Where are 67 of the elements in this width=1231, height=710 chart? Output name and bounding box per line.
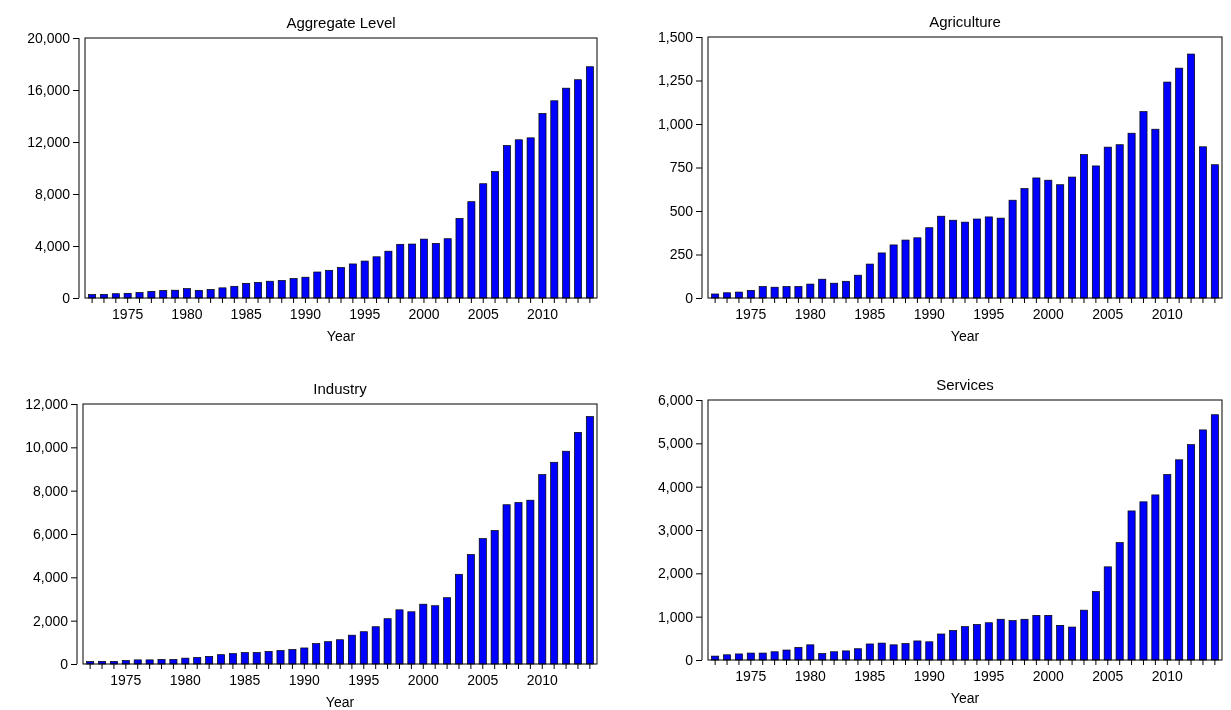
y-tick-label: 3,000 bbox=[657, 521, 694, 538]
x-tick-label: 1990 bbox=[913, 667, 946, 684]
x-tick-label: 1985 bbox=[230, 305, 262, 322]
x-tick-label: 1985 bbox=[854, 305, 886, 322]
x-tick-label: 1980 bbox=[171, 305, 203, 322]
chart-title: Services bbox=[936, 376, 994, 393]
x-tick-label: 1995 bbox=[349, 305, 381, 322]
y-tick-label: 5,000 bbox=[657, 435, 694, 452]
chart-title: Industry bbox=[313, 380, 368, 397]
x-tick-label: 2010 bbox=[1151, 305, 1184, 322]
y-tick-label: 6,000 bbox=[657, 391, 694, 408]
x-tick-label: 1995 bbox=[348, 671, 380, 688]
y-tick-label: 6,000 bbox=[32, 525, 69, 542]
y-tick-label: 0 bbox=[685, 289, 694, 306]
x-tick-label: 2000 bbox=[1032, 667, 1065, 684]
y-tick-label: 500 bbox=[669, 202, 694, 219]
chart-title: Agriculture bbox=[929, 13, 1001, 30]
chart-title: Aggregate Level bbox=[286, 14, 396, 31]
x-axis-title: Year bbox=[326, 328, 356, 344]
x-tick-label: 1990 bbox=[289, 305, 322, 322]
x-tick-label: 1995 bbox=[973, 305, 1005, 322]
x-tick-label: 2010 bbox=[526, 671, 559, 688]
x-tick-label: 1985 bbox=[854, 667, 886, 684]
x-tick-label: 1975 bbox=[112, 305, 144, 322]
x-tick-label: 2010 bbox=[1151, 667, 1184, 684]
x-tick-label: 1995 bbox=[973, 667, 1005, 684]
y-tick-label: 8,000 bbox=[34, 185, 71, 202]
y-tick-label: 20,000 bbox=[27, 29, 71, 46]
y-tick-label: 4,000 bbox=[657, 478, 694, 495]
x-tick-label: 2005 bbox=[467, 305, 499, 322]
y-tick-label: 4,000 bbox=[34, 237, 71, 254]
x-tick-label: 2000 bbox=[407, 671, 440, 688]
y-tick-label: 12,000 bbox=[27, 133, 71, 150]
y-tick-label: 8,000 bbox=[32, 482, 69, 499]
y-tick-label: 750 bbox=[669, 159, 694, 176]
x-tick-label: 1975 bbox=[110, 671, 142, 688]
x-tick-label: 1980 bbox=[169, 671, 202, 688]
y-tick-label: 1,500 bbox=[657, 28, 694, 45]
x-axis-title: Year bbox=[950, 328, 980, 344]
x-tick-label: 2005 bbox=[467, 671, 499, 688]
y-tick-label: 10,000 bbox=[25, 439, 69, 456]
x-tick-label: 2010 bbox=[526, 305, 559, 322]
x-tick-label: 1980 bbox=[794, 667, 827, 684]
y-tick-label: 4,000 bbox=[32, 569, 69, 586]
x-tick-label: 1990 bbox=[913, 305, 946, 322]
y-tick-label: 0 bbox=[685, 651, 694, 668]
y-tick-label: 2,000 bbox=[657, 565, 694, 582]
y-tick-label: 1,000 bbox=[657, 608, 694, 625]
y-tick-label: 12,000 bbox=[25, 395, 69, 412]
x-tick-label: 2005 bbox=[1092, 667, 1124, 684]
y-tick-label: 0 bbox=[60, 655, 69, 672]
y-tick-label: 16,000 bbox=[27, 81, 71, 98]
x-tick-label: 1985 bbox=[229, 671, 261, 688]
y-tick-label: 0 bbox=[62, 289, 71, 306]
y-tick-label: 250 bbox=[669, 246, 694, 263]
x-tick-label: 1980 bbox=[794, 305, 827, 322]
y-tick-label: 1,250 bbox=[657, 72, 694, 89]
x-tick-label: 2005 bbox=[1092, 305, 1124, 322]
x-axis-title: Year bbox=[950, 690, 980, 706]
x-tick-label: 1975 bbox=[735, 667, 767, 684]
x-axis-title: Year bbox=[325, 694, 355, 710]
y-tick-label: 1,000 bbox=[657, 115, 694, 132]
x-tick-label: 1990 bbox=[288, 671, 321, 688]
y-tick-label: 2,000 bbox=[32, 612, 69, 629]
x-tick-label: 2000 bbox=[1032, 305, 1065, 322]
x-tick-label: 2000 bbox=[408, 305, 440, 322]
x-tick-label: 1975 bbox=[735, 305, 767, 322]
